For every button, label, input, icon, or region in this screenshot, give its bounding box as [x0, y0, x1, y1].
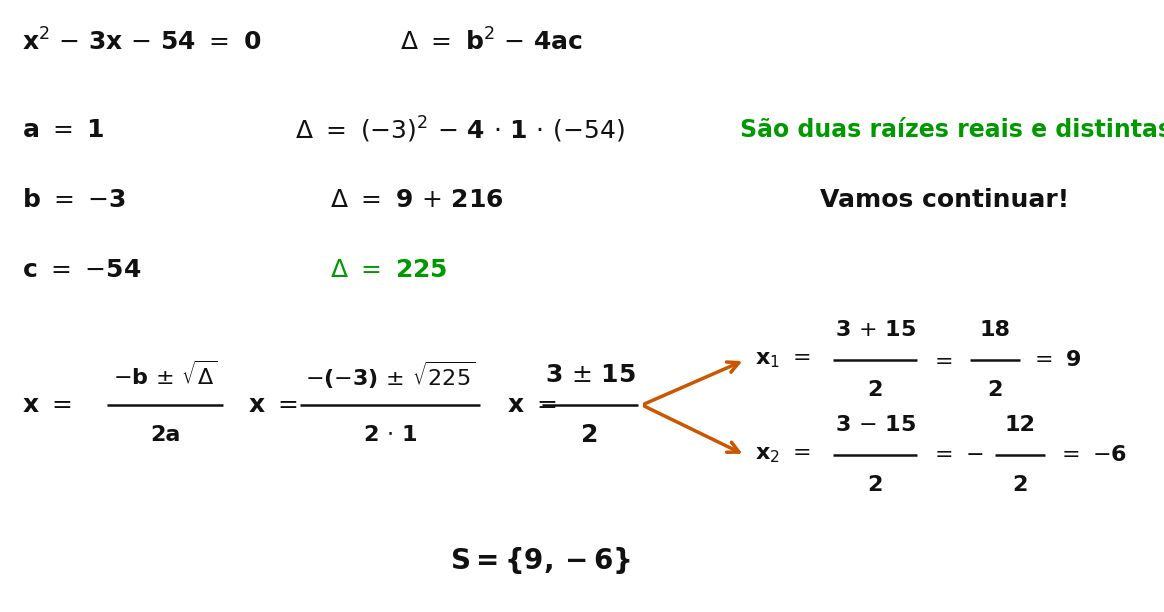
- Text: São duas raízes reais e distintas.: São duas raízes reais e distintas.: [740, 118, 1164, 142]
- Text: x $=$: x $=$: [508, 393, 556, 417]
- Text: $=$ $-$6: $=$ $-$6: [1057, 445, 1127, 465]
- Text: 2: 2: [867, 475, 882, 495]
- Text: $=$ $-$: $=$ $-$: [930, 445, 984, 465]
- Text: c $=$ $-$54: c $=$ $-$54: [22, 258, 142, 282]
- Text: b $=$ $-$3: b $=$ $-$3: [22, 188, 127, 212]
- Text: 2: 2: [867, 380, 882, 400]
- Text: 2 $\cdot$ 1: 2 $\cdot$ 1: [363, 425, 417, 445]
- Text: 12: 12: [1005, 415, 1036, 435]
- Text: 2: 2: [987, 380, 1002, 400]
- Text: 2: 2: [1013, 475, 1028, 495]
- Text: $\mathbf{S = \{9, -6\}}$: $\mathbf{S = \{9, -6\}}$: [450, 545, 631, 575]
- Text: 2a: 2a: [150, 425, 180, 445]
- Text: $\Delta$ $=$ b$^2$ $-$ 4ac: $\Delta$ $=$ b$^2$ $-$ 4ac: [400, 28, 583, 56]
- Text: $-$($-$3) $\pm$ $\sqrt{225}$: $-$($-$3) $\pm$ $\sqrt{225}$: [305, 359, 475, 390]
- Text: x$_1$ $=$: x$_1$ $=$: [755, 350, 810, 370]
- Text: $\Delta$ $=$ 9 $+$ 216: $\Delta$ $=$ 9 $+$ 216: [331, 188, 504, 212]
- Text: x $=$: x $=$: [22, 393, 72, 417]
- Text: x$_2$ $=$: x$_2$ $=$: [755, 445, 810, 465]
- Text: 3 $+$ 15: 3 $+$ 15: [835, 320, 916, 340]
- Text: a $=$ 1: a $=$ 1: [22, 118, 105, 142]
- Text: $-$b $\pm$ $\sqrt{\Delta}$: $-$b $\pm$ $\sqrt{\Delta}$: [113, 361, 218, 389]
- Text: 18: 18: [979, 320, 1010, 340]
- Text: 2: 2: [581, 423, 598, 447]
- Text: $\Delta$ $=$ 225: $\Delta$ $=$ 225: [331, 258, 448, 282]
- Text: x $=$: x $=$: [248, 393, 298, 417]
- Text: $\Delta$ $=$ $(-3)^2$ $-$ 4 $\cdot$ 1 $\cdot$ $(-54)$: $\Delta$ $=$ $(-3)^2$ $-$ 4 $\cdot$ 1 $\…: [294, 115, 625, 145]
- Text: Vamos continuar!: Vamos continuar!: [819, 188, 1069, 212]
- Text: 3 $-$ 15: 3 $-$ 15: [835, 415, 916, 435]
- Text: x$^2$ $-$ 3x $-$ 54 $=$ 0: x$^2$ $-$ 3x $-$ 54 $=$ 0: [22, 28, 262, 56]
- Text: $=$: $=$: [930, 350, 952, 370]
- Text: 3 $\pm$ 15: 3 $\pm$ 15: [545, 363, 636, 387]
- Text: $=$ 9: $=$ 9: [1030, 350, 1081, 370]
